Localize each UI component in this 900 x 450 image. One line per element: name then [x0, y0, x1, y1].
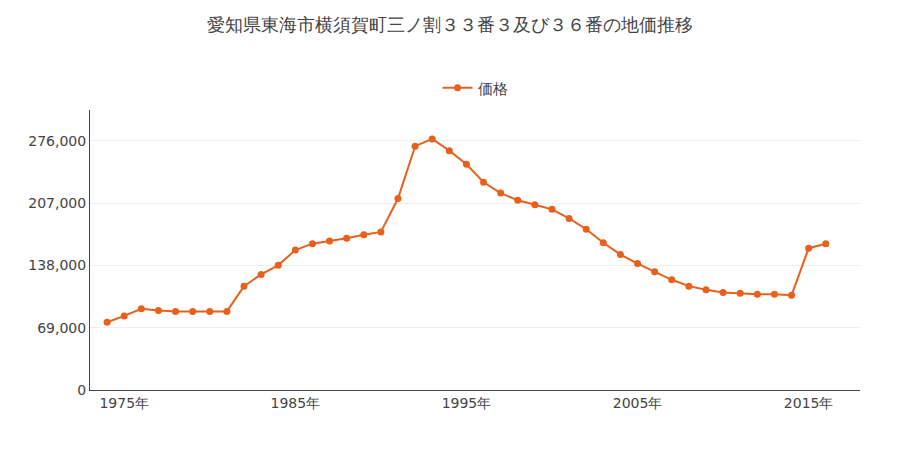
svg-text:69,000: 69,000: [37, 320, 86, 336]
svg-text:2015年: 2015年: [784, 395, 834, 411]
svg-text:2005年: 2005年: [613, 395, 663, 411]
svg-text:1975年: 1975年: [99, 395, 149, 411]
svg-text:1995年: 1995年: [442, 395, 492, 411]
svg-text:0: 0: [77, 382, 86, 398]
svg-text:価格: 価格: [478, 80, 508, 98]
svg-text:138,000: 138,000: [28, 257, 86, 273]
svg-text:1985年: 1985年: [271, 395, 321, 411]
svg-text:愛知県東海市横須賀町三ノ割３３番３及び３６番の地価推移: 愛知県東海市横須賀町三ノ割３３番３及び３６番の地価推移: [207, 14, 693, 35]
svg-text:207,000: 207,000: [28, 195, 86, 211]
svg-text:276,000: 276,000: [28, 133, 86, 149]
